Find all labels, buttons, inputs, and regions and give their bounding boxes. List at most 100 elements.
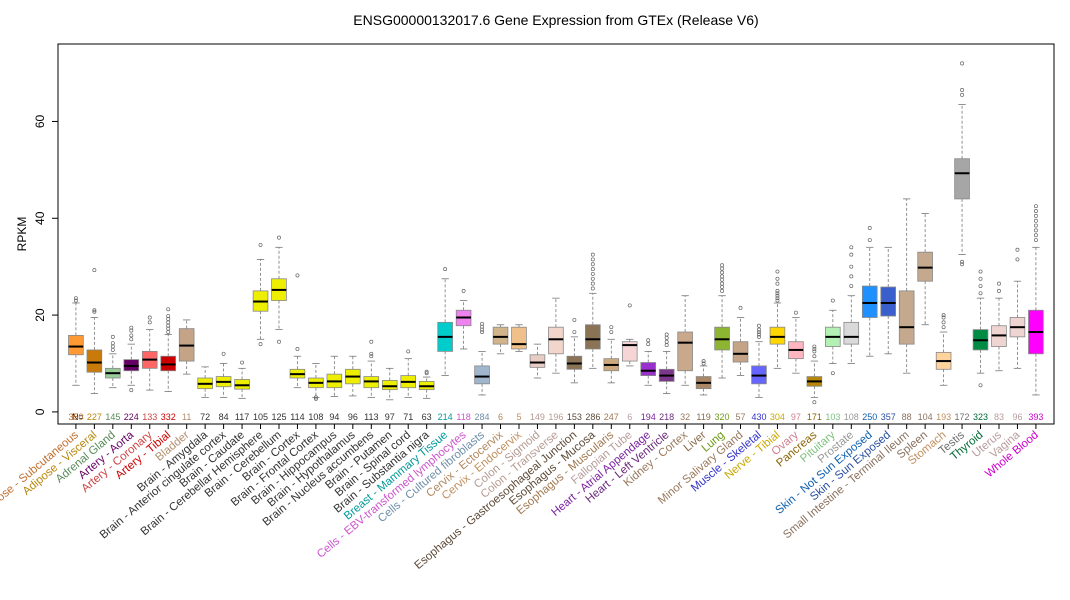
outlier-point xyxy=(1033,209,1038,213)
outlier-point xyxy=(92,309,97,314)
outlier-point xyxy=(941,315,946,320)
sample-count: 88 xyxy=(902,412,912,422)
sample-count: 118 xyxy=(456,412,470,422)
outlier-point xyxy=(812,347,817,351)
outlier-point xyxy=(221,351,226,356)
sample-count: 83 xyxy=(994,412,1004,422)
outlier-point xyxy=(849,252,854,257)
sample-count: 194 xyxy=(641,412,656,422)
y-tick-label: 60 xyxy=(33,114,47,128)
sample-count: 71 xyxy=(403,412,413,422)
sample-count: 32 xyxy=(680,412,690,422)
outlier-point xyxy=(572,317,577,322)
outlier-point xyxy=(1015,257,1020,262)
outlier-point xyxy=(110,341,115,346)
outlier-point xyxy=(369,351,374,356)
sample-count: 63 xyxy=(422,412,432,422)
outlier-point xyxy=(590,286,595,291)
box xyxy=(68,335,84,356)
sample-count: 119 xyxy=(696,412,710,422)
sample-count: 304 xyxy=(770,412,785,422)
outlier-point xyxy=(830,371,835,376)
outlier-point xyxy=(849,284,854,288)
outlier-point xyxy=(166,314,171,319)
sample-count: 96 xyxy=(1012,412,1022,422)
outlier-point xyxy=(129,388,134,393)
chart-title: ENSG00000132017.6 Gene Expression from G… xyxy=(353,12,759,28)
sample-count: 145 xyxy=(105,412,120,422)
outlier-point xyxy=(590,257,595,262)
sample-count: 286 xyxy=(585,412,600,422)
outlier-point xyxy=(1033,213,1038,218)
outlier-point xyxy=(110,344,115,349)
outlier-point xyxy=(775,298,780,303)
box xyxy=(769,326,786,345)
outlier-point xyxy=(830,298,835,303)
box xyxy=(732,341,749,363)
box xyxy=(511,326,527,350)
outlier-point xyxy=(738,305,743,310)
outlier-point xyxy=(258,242,263,247)
sample-count: 117 xyxy=(235,412,249,422)
outlier-point xyxy=(92,308,97,313)
outlier-point xyxy=(147,320,152,325)
box xyxy=(585,324,601,350)
sample-count: 108 xyxy=(844,412,859,422)
y-tick-label: 20 xyxy=(33,308,47,322)
outlier-point xyxy=(720,277,725,282)
sample-count: 430 xyxy=(751,412,766,422)
outlier-point xyxy=(627,303,632,308)
outlier-point xyxy=(775,269,780,274)
sample-count: 72 xyxy=(200,412,210,422)
outlier-point xyxy=(775,291,780,296)
outlier-point xyxy=(313,395,318,400)
outlier-point xyxy=(1033,204,1038,209)
outlier-point xyxy=(720,266,725,271)
outlier-point xyxy=(960,262,965,267)
outlier-point xyxy=(424,369,429,374)
outlier-point xyxy=(960,259,965,264)
box xyxy=(954,158,970,200)
outlier-point xyxy=(1033,218,1038,223)
sample-count: 250 xyxy=(862,412,877,422)
sample-count: 350 xyxy=(68,412,83,422)
outlier-point xyxy=(867,238,872,243)
sample-count: 196 xyxy=(548,412,563,422)
outlier-point xyxy=(480,321,485,326)
outlier-point xyxy=(590,267,595,272)
outlier-point xyxy=(664,339,669,344)
outlier-point xyxy=(664,343,669,348)
outlier-point xyxy=(1033,238,1038,243)
outlier-point xyxy=(166,330,171,334)
outlier-point xyxy=(978,291,983,296)
outlier-point xyxy=(406,349,411,354)
sample-count: 247 xyxy=(604,412,619,422)
outlier-point xyxy=(1033,223,1038,228)
box xyxy=(381,380,398,391)
outlier-point xyxy=(590,271,595,276)
outlier-point xyxy=(775,293,780,298)
outlier-point xyxy=(757,323,761,328)
sample-count: 104 xyxy=(918,412,933,422)
outlier-point xyxy=(978,276,983,281)
outlier-point xyxy=(258,342,263,347)
outlier-point xyxy=(793,310,798,315)
outlier-point xyxy=(590,276,595,281)
outlier-point xyxy=(867,225,872,230)
box xyxy=(898,290,915,345)
outlier-point xyxy=(941,325,946,330)
sample-count: 193 xyxy=(936,412,951,422)
y-tick-label: 0 xyxy=(33,408,47,415)
outlier-point xyxy=(757,332,761,337)
outlier-point xyxy=(720,274,725,279)
outlier-point xyxy=(812,354,817,359)
box xyxy=(86,349,103,373)
sample-count: 332 xyxy=(161,412,176,422)
box xyxy=(861,285,878,318)
outlier-point xyxy=(720,270,725,275)
box xyxy=(880,286,896,317)
sample-count: 96 xyxy=(348,412,358,422)
outlier-point xyxy=(166,320,171,325)
box xyxy=(529,354,546,368)
outlier-point xyxy=(73,296,78,301)
